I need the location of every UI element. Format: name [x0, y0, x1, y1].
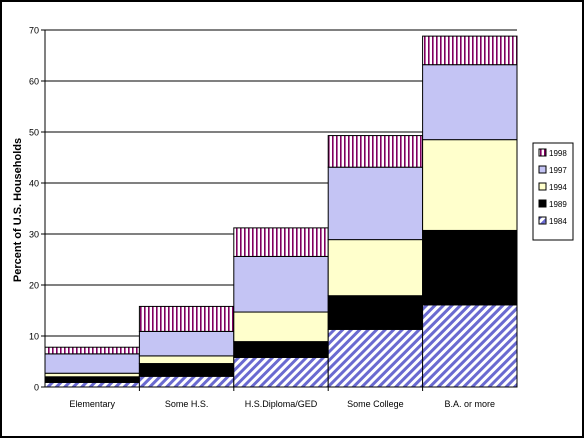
bar-segment-1989: [44, 376, 140, 383]
bars: [44, 35, 518, 388]
y-tick-label: 40: [29, 179, 39, 189]
bar-segment-1997: [138, 330, 235, 357]
bar-segment-1989: [233, 341, 329, 358]
bar-segment-1994: [327, 239, 424, 297]
bar-segment-1984: [44, 381, 140, 388]
bar-segment-1997: [44, 353, 140, 374]
y-tick-label: 60: [29, 77, 39, 87]
bar-segment-1984: [327, 328, 424, 388]
legend-label-1994: 1994: [549, 183, 567, 192]
legend: 1998 1997 1994 1989 1984: [532, 142, 574, 241]
bar-segment-1994: [422, 139, 518, 231]
bar-segment-1998: [138, 305, 235, 332]
x-tick-label: B.A. or more: [445, 399, 496, 409]
legend-label-1997: 1997: [549, 166, 567, 175]
bar-segment-1997: [233, 255, 329, 313]
bar-segment-1989: [422, 229, 518, 306]
bar-segment-1998: [233, 227, 329, 257]
legend-swatch-1994: [538, 182, 547, 191]
bar-segment-1997: [327, 166, 424, 241]
legend-label-1984: 1984: [549, 217, 567, 226]
bar-segment-1998: [44, 346, 140, 355]
bar-segment-1998: [422, 35, 518, 66]
x-tick-label: Some College: [347, 399, 404, 409]
bar-segment-1984: [233, 356, 329, 388]
y-tick-label: 70: [29, 26, 39, 36]
y-tick-label: 0: [34, 383, 39, 393]
bar-segment-1989: [327, 295, 424, 330]
bar-segment-1994: [44, 372, 140, 378]
bar-segment-1984: [422, 304, 518, 388]
legend-swatch-1989: [538, 199, 547, 208]
y-tick-label: 30: [29, 230, 39, 240]
bar-segment-1994: [233, 311, 329, 343]
legend-swatch-1997: [538, 165, 547, 174]
legend-label-1998: 1998: [549, 149, 567, 158]
y-tick-label: 10: [29, 332, 39, 342]
bar-segment-1994: [138, 355, 235, 365]
bar-segment-1998: [327, 135, 424, 168]
bar-segment-1989: [138, 363, 235, 377]
axes: 0 10 20 30 40 50 60 70 Elementary Some H.S. H.S.Di…: [29, 26, 517, 409]
x-tick-label: H.S.Diploma/GED: [245, 399, 318, 409]
legend-swatch-1984: [538, 216, 547, 225]
x-tick-label: Elementary: [69, 399, 115, 409]
y-axis-title: Percent of U.S. Households: [12, 138, 24, 282]
bar-segment-1984: [138, 375, 235, 388]
bar-segment-1997: [422, 64, 518, 141]
legend-swatch-1998: [538, 148, 547, 157]
legend-label-1989: 1989: [549, 200, 567, 209]
x-tick-label: Some H.S.: [165, 399, 209, 409]
y-tick-label: 50: [29, 128, 39, 138]
y-tick-label: 20: [29, 281, 39, 291]
